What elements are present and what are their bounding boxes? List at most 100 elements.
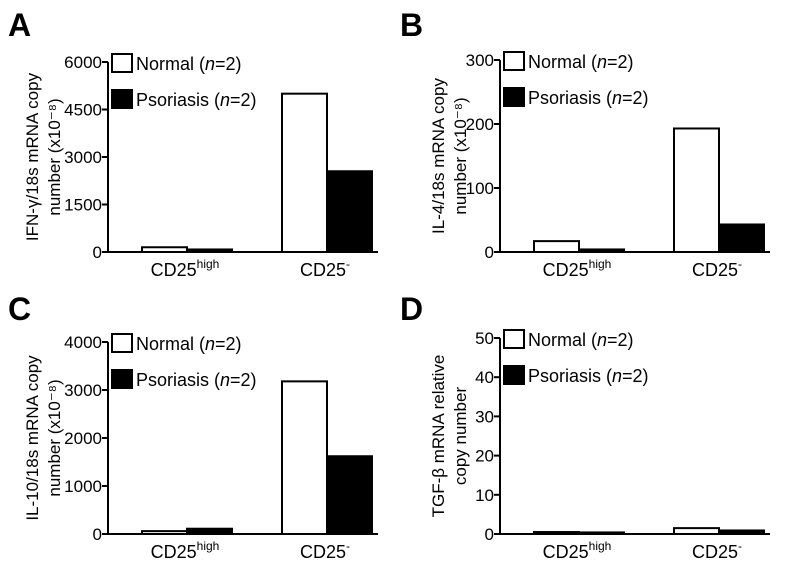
x-tick-label: CD25-: [692, 539, 742, 562]
bar-psoriasis-cd25neg: [326, 455, 373, 535]
y-tick-label: 1500: [64, 196, 102, 215]
y-axis-label-line-1: IL-10/18s mRNA copy: [23, 355, 42, 521]
panel-label: D: [400, 291, 423, 327]
x-tick-label-main: CD25: [300, 542, 346, 562]
bar-normal-cd25high: [533, 531, 580, 535]
y-tick-label: 0: [485, 525, 494, 544]
y-tick-label: 3000: [64, 148, 102, 167]
y-tick-label: 4500: [64, 101, 102, 120]
bar-normal-cd25high: [533, 240, 580, 253]
bar-normal-cd25neg: [673, 127, 720, 253]
x-tick-label: CD25high: [151, 257, 220, 280]
legend-n-value: =2): [230, 370, 257, 390]
y-tick-label: 1000: [64, 477, 102, 496]
legend-n-value: =2): [607, 330, 634, 350]
legend-text: Psoriasis (: [136, 370, 220, 390]
y-tick-label: 200: [466, 115, 494, 134]
legend-n-value: =2): [607, 52, 634, 72]
legend-swatch-psoriasis: [503, 365, 525, 385]
y-axis-label-line-1: IFN-γ/18s mRNA copy: [23, 72, 42, 241]
legend-text: Normal (: [528, 330, 597, 350]
y-tick-label: 0: [93, 243, 102, 262]
bar-psoriasis-cd25high: [578, 248, 625, 254]
y-axis-label-line-2: number (x10⁻⁸): [45, 379, 64, 496]
bar-psoriasis-cd25neg: [718, 529, 765, 535]
bar-psoriasis-cd25neg: [718, 223, 765, 253]
x-tick-label-main: CD25: [543, 260, 589, 280]
legend-n-value: =2): [215, 54, 242, 74]
x-tick-label-sup: high: [589, 539, 612, 553]
y-tick-label: 2000: [64, 429, 102, 448]
y-tick-label: 30: [475, 407, 494, 426]
y-tick-label: 40: [475, 368, 494, 387]
x-tick-label: CD25-: [300, 539, 350, 562]
y-axis-label-line-2: copy number: [451, 387, 470, 486]
legend-n: n: [220, 370, 230, 390]
x-tick-label-main: CD25: [151, 260, 197, 280]
x-tick-label: CD25-: [692, 257, 742, 280]
y-tick-label: 300: [466, 51, 494, 70]
bar-psoriasis-cd25neg: [326, 170, 373, 253]
legend-n: n: [220, 90, 230, 110]
legend-text: Normal (: [136, 54, 205, 74]
panel-label: B: [400, 7, 423, 43]
y-tick-label: 0: [93, 525, 102, 544]
legend-n: n: [205, 54, 215, 74]
x-tick-label-sup: -: [738, 257, 742, 271]
y-axis-label-line-2: number (x10⁻⁸): [451, 97, 470, 214]
x-tick-label: CD25high: [543, 539, 612, 562]
legend-text: Psoriasis (: [136, 90, 220, 110]
legend-text: Normal (: [136, 334, 205, 354]
legend-n-value: =2): [230, 90, 257, 110]
x-tick-label-sup: -: [346, 257, 350, 271]
x-tick-label-main: CD25: [151, 542, 197, 562]
legend-n: n: [612, 88, 622, 108]
x-tick-label-main: CD25: [692, 260, 738, 280]
panel-d: D TGF-β mRNA relative copy number 0 10 20 30 40…: [400, 291, 770, 562]
x-tick-label-main: CD25: [300, 260, 346, 280]
legend-label-psoriasis: Psoriasis (n=2): [528, 366, 649, 386]
legend-n-value: =2): [622, 88, 649, 108]
legend-swatch-normal: [111, 333, 133, 353]
y-tick-label: 0: [485, 243, 494, 262]
y-axis-label-line-1: IL-4/18s mRNA copy: [429, 78, 448, 234]
bar-normal-cd25high: [141, 246, 188, 253]
legend-n: n: [612, 366, 622, 386]
legend-n: n: [597, 52, 607, 72]
y-tick-label: 10: [475, 486, 494, 505]
x-tick-label-main: CD25: [692, 542, 738, 562]
panel-label: A: [8, 7, 31, 43]
bar-psoriasis-cd25high: [578, 531, 625, 536]
legend-label-psoriasis: Psoriasis (n=2): [528, 88, 649, 108]
legend-swatch-psoriasis: [111, 89, 133, 109]
legend-label-normal: Normal (n=2): [528, 330, 634, 350]
legend-text: Psoriasis (: [528, 366, 612, 386]
legend-swatch-psoriasis: [111, 369, 133, 389]
legend-swatch-normal: [111, 53, 133, 73]
legend-n: n: [597, 330, 607, 350]
panel-a: A IFN-γ/18s mRNA copy number (x10⁻⁸) 0 1500 3…: [8, 7, 378, 280]
bar-psoriasis-cd25high: [186, 248, 233, 253]
x-tick-label: CD25-: [300, 257, 350, 280]
bar-normal-cd25neg: [673, 527, 720, 535]
y-tick-label: 50: [475, 329, 494, 348]
panel-b: B IL-4/18s mRNA copy number (x10⁻⁸) 0 100 200…: [400, 7, 770, 280]
x-tick-label-sup: high: [197, 257, 220, 271]
legend-text: Psoriasis (: [528, 88, 612, 108]
legend-text: Normal (: [528, 52, 597, 72]
legend-label-psoriasis: Psoriasis (n=2): [136, 90, 257, 110]
y-axis-label-line-2: number (x10⁻⁸): [45, 98, 64, 215]
x-tick-label: CD25high: [151, 539, 220, 562]
y-tick-label: 100: [466, 179, 494, 198]
legend-n: n: [205, 334, 215, 354]
legend-label-psoriasis: Psoriasis (n=2): [136, 370, 257, 390]
x-tick-label-sup: -: [346, 539, 350, 553]
legend-swatch-normal: [503, 329, 525, 349]
bar-normal-cd25high: [141, 530, 188, 535]
x-tick-label-sup: high: [197, 539, 220, 553]
panel-label: C: [8, 291, 31, 327]
legend-label-normal: Normal (n=2): [136, 334, 242, 354]
y-tick-label: 3000: [64, 381, 102, 400]
x-tick-label: CD25high: [543, 257, 612, 280]
